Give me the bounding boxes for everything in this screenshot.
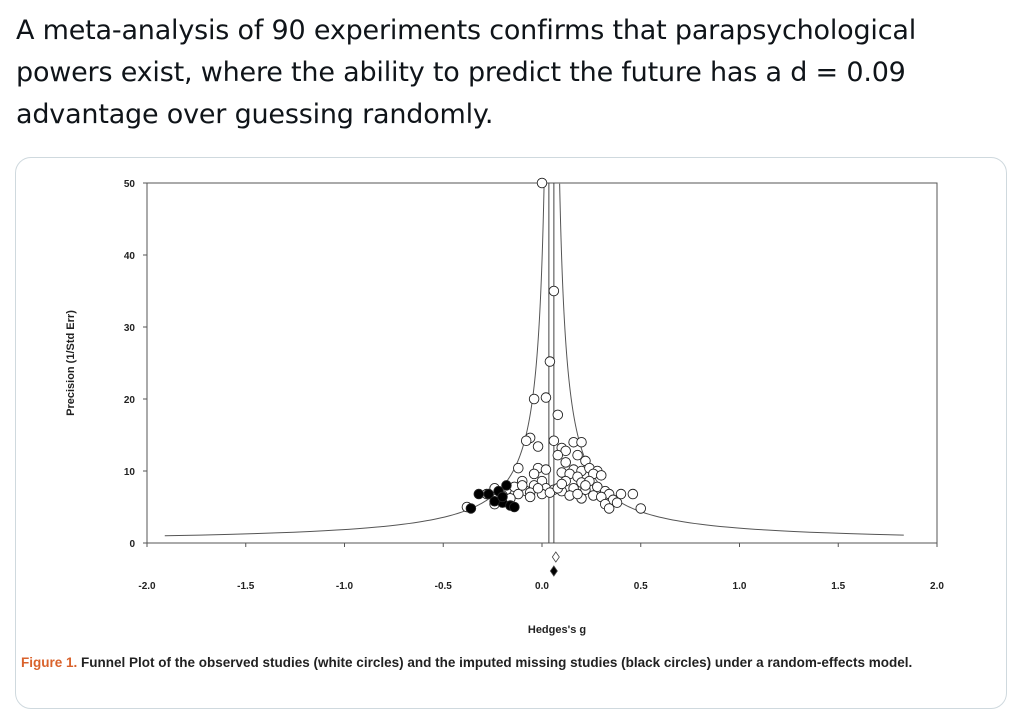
observed-study-point — [540, 464, 552, 475]
figure-caption-text: Funnel Plot of the observed studies (whi… — [81, 655, 913, 670]
observed-study-point — [556, 478, 568, 490]
observed-study-point — [540, 392, 552, 403]
observed-study-point — [572, 449, 583, 461]
imputed-study-point — [509, 501, 520, 513]
observed-study-point — [580, 480, 591, 491]
y-tick-label: 20 — [124, 395, 136, 406]
y-tick-label: 50 — [124, 179, 136, 190]
y-tick-label: 10 — [124, 467, 136, 478]
y-tick-label: 40 — [124, 251, 136, 262]
observed-study-point — [528, 468, 540, 480]
observed-summary-diamond — [551, 551, 560, 563]
figure-caption: Figure 1. Funnel Plot of the observed st… — [21, 654, 996, 671]
observed-study-point — [513, 462, 524, 474]
observed-study-point — [544, 487, 556, 498]
imputed-study-point — [489, 495, 500, 507]
imputed-study-point — [497, 491, 508, 503]
imputed-study-point — [483, 488, 494, 500]
x-tick-label: 2.0 — [930, 581, 944, 592]
tweet-media-card[interactable]: 0 10 20 30 40 50 -2.0 -1.5 -1.0 -0.5 0.0 0.5 1.0 1.5 2… — [15, 157, 1007, 709]
y-tick-label: 0 — [129, 539, 135, 550]
x-tick-label: -0.5 — [435, 581, 453, 592]
observed-study-point — [524, 491, 536, 503]
observed-study-point — [596, 470, 607, 481]
observed-study-point — [615, 488, 627, 500]
imputed-study-point — [465, 503, 477, 514]
x-tick-label: -2.0 — [138, 581, 156, 592]
tweet-text: A meta-analysis of 90 experiments confir… — [16, 15, 917, 130]
observed-study-point — [560, 457, 571, 468]
funnel-plot: 0 10 20 30 40 50 -2.0 -1.5 -1.0 -0.5 0.0 0.5 1.0 1.5 2… — [65, 177, 944, 636]
y-tick-label: 30 — [124, 323, 136, 334]
funnel-right — [559, 183, 904, 536]
imputed-study-point — [501, 480, 512, 491]
observed-study-point — [517, 480, 528, 491]
observed-study-point — [548, 285, 560, 297]
observed-study-point — [513, 488, 524, 500]
data-points — [461, 177, 647, 577]
observed-study-point — [532, 483, 544, 494]
observed-study-point — [544, 356, 556, 367]
observed-study-point — [528, 393, 540, 405]
imputed-study-point — [473, 488, 485, 500]
observed-study-point — [635, 503, 647, 514]
x-tick-label: 0.5 — [634, 581, 648, 592]
x-tick-label: 1.5 — [831, 581, 845, 592]
funnel-left — [164, 183, 545, 537]
figure-label: Figure 1. — [21, 655, 78, 670]
observed-study-point — [532, 441, 544, 452]
observed-study-point — [552, 409, 564, 421]
imputed-summary-diamond — [549, 565, 558, 577]
y-axis-title: Precision (1/Std Err) — [65, 310, 77, 416]
x-tick-label: -1.0 — [336, 581, 354, 592]
observed-study-point — [603, 503, 615, 514]
observed-study-point — [576, 436, 587, 448]
axis-labels: 0 10 20 30 40 50 -2.0 -1.5 -1.0 -0.5 0.0 0.5 1.0 1.5 2… — [65, 179, 944, 636]
x-tick-label: 1.0 — [733, 581, 747, 592]
observed-study-point — [536, 177, 548, 189]
observed-study-point — [592, 481, 603, 493]
observed-study-point — [572, 488, 583, 500]
x-axis-title: Hedges's g — [528, 624, 586, 636]
observed-study-point — [520, 435, 532, 447]
observed-study-point — [552, 449, 564, 461]
observed-study-point — [611, 497, 623, 508]
x-tick-label: -1.5 — [237, 581, 255, 592]
observed-study-point — [560, 445, 571, 457]
observed-study-point — [627, 488, 639, 500]
observed-study-point — [548, 435, 560, 447]
x-tick-label: 0.0 — [535, 581, 549, 592]
